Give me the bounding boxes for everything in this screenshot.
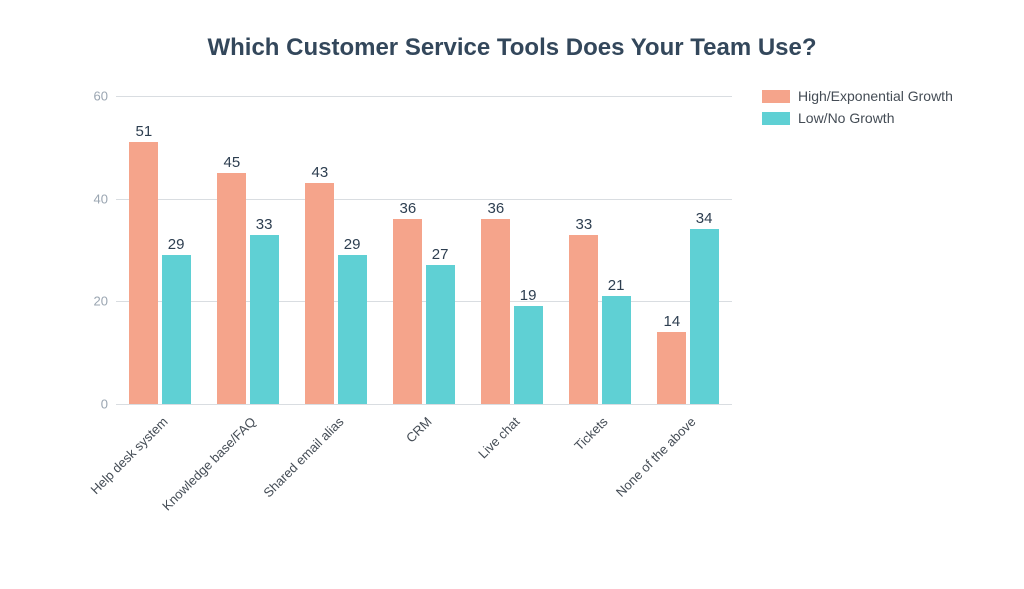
bar-value-label: 43 xyxy=(311,164,328,183)
bar-value-label: 21 xyxy=(608,277,625,296)
bar-value-label: 45 xyxy=(223,154,240,173)
x-tick-label: Tickets xyxy=(571,414,610,453)
bar-value-label: 29 xyxy=(168,236,185,255)
y-tick-label: 20 xyxy=(82,294,108,309)
bar: 19 xyxy=(514,306,543,404)
bar-value-label: 29 xyxy=(344,236,361,255)
y-tick-label: 0 xyxy=(82,397,108,412)
gridline xyxy=(116,404,732,405)
bar-value-label: 33 xyxy=(256,216,273,235)
bar-value-label: 51 xyxy=(135,123,152,142)
bar: 14 xyxy=(657,332,686,404)
bar: 51 xyxy=(129,142,158,404)
x-tick-label: Live chat xyxy=(475,414,522,461)
bar: 36 xyxy=(481,219,510,404)
chart-container: Which Customer Service Tools Does Your T… xyxy=(0,0,1024,589)
legend-label: High/Exponential Growth xyxy=(798,88,953,104)
gridline xyxy=(116,96,732,97)
bar-value-label: 33 xyxy=(575,216,592,235)
bar-value-label: 27 xyxy=(432,246,449,265)
legend-label: Low/No Growth xyxy=(798,110,894,126)
y-tick-label: 60 xyxy=(82,89,108,104)
bar-value-label: 36 xyxy=(399,200,416,219)
bar: 27 xyxy=(426,265,455,404)
legend-swatch xyxy=(762,90,790,103)
bar-value-label: 36 xyxy=(487,200,504,219)
bar-value-label: 34 xyxy=(696,210,713,229)
bar: 36 xyxy=(393,219,422,404)
bar: 29 xyxy=(162,255,191,404)
legend-item: Low/No Growth xyxy=(762,110,953,126)
gridline xyxy=(116,301,732,302)
x-tick-label: None of the above xyxy=(613,414,699,500)
bar: 33 xyxy=(250,235,279,404)
x-tick-label: Help desk system xyxy=(87,414,170,497)
plot-area: 02040605129Help desk system4533Knowledge… xyxy=(116,96,732,404)
bar: 45 xyxy=(217,173,246,404)
x-tick-label: CRM xyxy=(403,414,435,446)
x-tick-label: Shared email alias xyxy=(260,414,346,500)
bar: 33 xyxy=(569,235,598,404)
bar-value-label: 14 xyxy=(663,313,680,332)
bar: 34 xyxy=(690,229,719,404)
y-tick-label: 40 xyxy=(82,191,108,206)
x-tick-label: Knowledge base/FAQ xyxy=(159,414,259,514)
bar-value-label: 19 xyxy=(520,287,537,306)
gridline xyxy=(116,199,732,200)
legend: High/Exponential Growth Low/No Growth xyxy=(762,88,953,132)
bar: 21 xyxy=(602,296,631,404)
legend-swatch xyxy=(762,112,790,125)
legend-item: High/Exponential Growth xyxy=(762,88,953,104)
bar: 43 xyxy=(305,183,334,404)
bar: 29 xyxy=(338,255,367,404)
chart-title: Which Customer Service Tools Does Your T… xyxy=(0,34,1024,62)
